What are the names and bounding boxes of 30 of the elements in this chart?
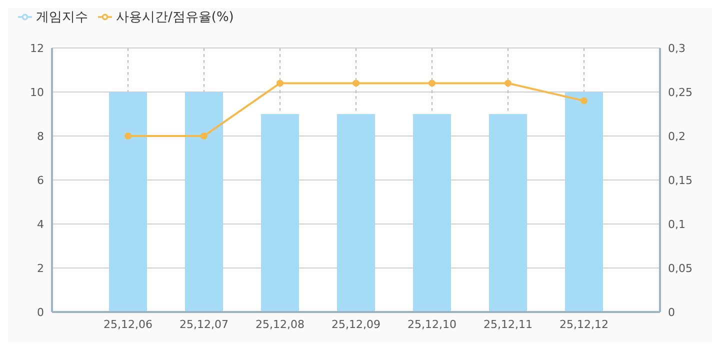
x-tick-label: 25,12,08 bbox=[256, 318, 304, 331]
y2-tick-label: 0,3 bbox=[668, 42, 686, 55]
point bbox=[580, 97, 588, 104]
y-tick-label: 12 bbox=[30, 42, 44, 55]
legend-label: 사용시간/점유율(%) bbox=[116, 10, 234, 25]
point bbox=[352, 80, 360, 87]
legend-label: 게임지수 bbox=[36, 10, 88, 25]
x-tick-label: 25,12,06 bbox=[104, 318, 152, 331]
y2-tick-label: 0,1 bbox=[668, 218, 686, 231]
y-tick-label: 6 bbox=[37, 174, 44, 187]
x-tick-label: 25,12,07 bbox=[180, 318, 228, 331]
y-tick-label: 2 bbox=[37, 262, 44, 275]
x-tick-label: 25,12,11 bbox=[484, 318, 532, 331]
x-tick-label: 25,12,10 bbox=[408, 318, 456, 331]
y-tick-label: 8 bbox=[37, 130, 44, 143]
y-tick-label: 10 bbox=[30, 86, 44, 99]
point bbox=[124, 132, 132, 140]
point bbox=[428, 80, 436, 87]
y-tick-label: 0 bbox=[37, 306, 44, 319]
y2-tick-label: 0,05 bbox=[668, 262, 692, 275]
y2-tick-label: 0 bbox=[668, 306, 675, 319]
y-tick-label: 4 bbox=[37, 218, 44, 231]
y2-tick-label: 0,2 bbox=[668, 130, 686, 143]
x-tick-label: 25,12,09 bbox=[332, 318, 380, 331]
point bbox=[200, 132, 208, 140]
y2-tick-label: 0,25 bbox=[668, 86, 692, 99]
point bbox=[504, 80, 512, 87]
point bbox=[276, 80, 284, 87]
x-tick-label: 25,12,12 bbox=[560, 318, 608, 331]
y2-tick-label: 0,15 bbox=[668, 174, 692, 187]
